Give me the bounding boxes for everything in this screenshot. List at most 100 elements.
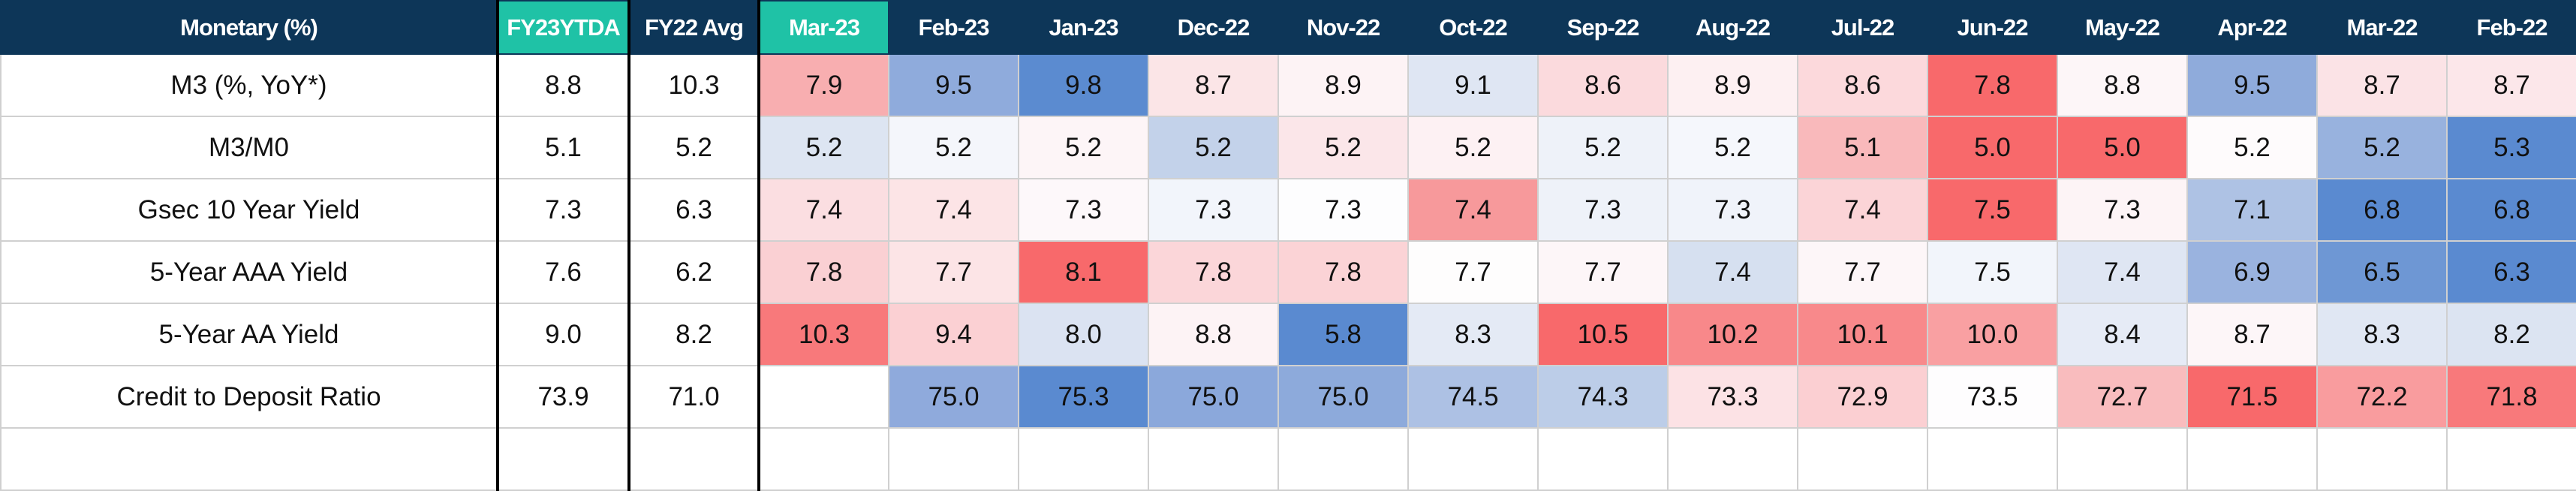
cell: 9.5 [2186,53,2318,117]
cell: 5.1 [1797,116,1928,179]
cell: 7.6 [497,240,630,304]
cell: 7.5 [1927,240,2058,304]
cell: 7.7 [1797,240,1928,304]
row-label: Credit to Deposit Ratio [0,365,499,429]
column-header: Nov-22 [1277,0,1409,55]
cell: 8.7 [2186,303,2318,366]
empty-cell [1148,427,1279,491]
cell: 10.0 [1927,303,2058,366]
header-row: Monetary (%) FY23YTDA FY22 Avg Mar-23 Feb-23… [0,0,2576,55]
cell: 7.4 [1797,178,1928,242]
cell: 8.2 [2446,303,2576,366]
cell: 71.0 [628,365,760,429]
table-row: Gsec 10 Year Yield 7.3 6.3 7.4 7.4 7.3 7.3 7.3 7… [0,178,2576,242]
cell: 10.5 [1537,303,1669,366]
empty-cell [497,427,630,491]
cell: 8.6 [1797,53,1928,117]
cell: 8.9 [1667,53,1798,117]
cell: 7.4 [758,178,889,242]
column-header: Mar-23 [758,0,889,55]
cell: 5.2 [628,116,760,179]
empty-cell [2186,427,2318,491]
cell: 5.3 [2446,116,2576,179]
cell: 10.3 [758,303,889,366]
empty-cell [758,427,889,491]
column-header: Apr-22 [2186,0,2318,55]
cell: 8.3 [2316,303,2448,366]
column-header: FY23YTDA [497,0,630,55]
cell: 8.0 [1018,303,1149,366]
empty-cell [628,427,760,491]
column-header: Aug-22 [1667,0,1798,55]
cell: 7.8 [1927,53,2058,117]
cell: 7.4 [2057,240,2188,304]
cell: 7.3 [1667,178,1798,242]
table-row: M3 (%, YoY*) 8.8 10.3 7.9 9.5 9.8 8.7 8.9 9.1 8.6… [0,53,2576,117]
cell: 5.2 [1537,116,1669,179]
cell: 7.1 [2186,178,2318,242]
cell: 6.3 [2446,240,2576,304]
cell: 7.9 [758,53,889,117]
cell: 73.9 [497,365,630,429]
cell: 8.9 [1277,53,1409,117]
cell: 7.4 [1667,240,1798,304]
cell: 71.5 [2186,365,2318,429]
empty-cell [2316,427,2448,491]
cell: 9.0 [497,303,630,366]
cell: 10.3 [628,53,760,117]
cell: 75.0 [1148,365,1279,429]
empty-cell [1667,427,1798,491]
column-header: Oct-22 [1407,0,1539,55]
cell: 74.5 [1407,365,1539,429]
cell: 5.1 [497,116,630,179]
empty-row [0,427,2576,491]
empty-cell [1407,427,1539,491]
cell: 5.2 [2316,116,2448,179]
cell: 72.9 [1797,365,1928,429]
cell: 7.3 [1148,178,1279,242]
empty-cell [1797,427,1928,491]
cell: 8.2 [628,303,760,366]
cell: 7.8 [1148,240,1279,304]
column-header: Feb-23 [888,0,1019,55]
cell: 7.7 [888,240,1019,304]
table-row: M3/M0 5.1 5.2 5.2 5.2 5.2 5.2 5.2 5.2 5.2 5.2 5.1 5.… [0,116,2576,179]
cell: 8.4 [2057,303,2188,366]
cell: 7.8 [1277,240,1409,304]
empty-cell [2446,427,2576,491]
cell: 5.2 [1277,116,1409,179]
cell: 8.7 [1148,53,1279,117]
cell: 8.8 [2057,53,2188,117]
row-label: Gsec 10 Year Yield [0,178,499,242]
column-header: Monetary (%) [0,0,499,55]
cell: 8.1 [1018,240,1149,304]
column-header: Mar-22 [2316,0,2448,55]
column-header: FY22 Avg [628,0,760,55]
empty-cell [1927,427,2058,491]
cell: 6.8 [2446,178,2576,242]
cell: 9.5 [888,53,1019,117]
column-header: Sep-22 [1537,0,1669,55]
cell: 72.7 [2057,365,2188,429]
cell: 72.2 [2316,365,2448,429]
cell: 8.7 [2446,53,2576,117]
cell: 7.3 [1537,178,1669,242]
cell: 7.4 [1407,178,1539,242]
cell: 73.3 [1667,365,1798,429]
column-header: Jul-22 [1797,0,1928,55]
row-label: 5-Year AAA Yield [0,240,499,304]
cell: 75.0 [888,365,1019,429]
cell: 5.0 [2057,116,2188,179]
empty-cell [888,427,1019,491]
column-header: Jan-23 [1018,0,1149,55]
cell: 73.5 [1927,365,2058,429]
cell: 10.1 [1797,303,1928,366]
cell: 5.2 [1018,116,1149,179]
cell: 7.7 [1537,240,1669,304]
cell: 10.2 [1667,303,1798,366]
table-body: M3 (%, YoY*) 8.8 10.3 7.9 9.5 9.8 8.7 8.9 9.1 8.6… [0,53,2576,491]
cell: 7.3 [1018,178,1149,242]
cell: 8.6 [1537,53,1669,117]
cell: 5.2 [2186,116,2318,179]
